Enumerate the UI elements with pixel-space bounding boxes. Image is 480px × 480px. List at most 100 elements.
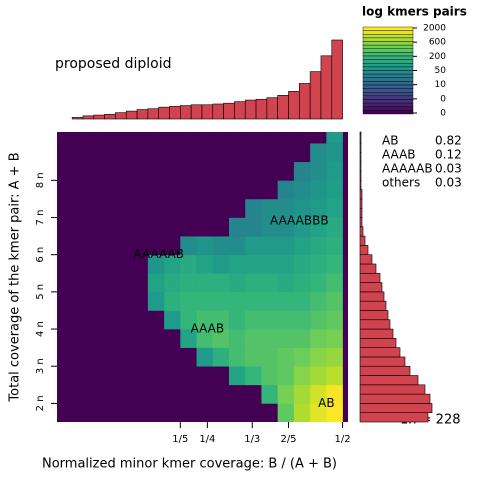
smudge-label: AAAABBB [270, 214, 329, 228]
heatmap-cell [147, 384, 165, 404]
heatmap-cell [310, 347, 327, 367]
heatmap-cell [229, 236, 246, 255]
legend-value: 0.03 [435, 162, 462, 176]
heatmap-cell [229, 329, 246, 348]
right-hist-bar [359, 291, 385, 302]
heatmap-cell [293, 180, 311, 200]
heatmap-cell [293, 254, 311, 274]
heatmap-cell [245, 132, 262, 144]
heatmap-cell [180, 236, 197, 255]
heatmap-cell [164, 366, 181, 386]
heatmap-cell [229, 161, 246, 181]
heatmap-cell [229, 291, 246, 311]
heatmap-cell [293, 217, 311, 237]
heatmap-cell [261, 291, 278, 311]
heatmap-cell [277, 273, 295, 293]
heatmap-cell [164, 329, 181, 348]
right-hist-bar [359, 338, 397, 348]
top-hist-bar [299, 83, 311, 120]
heatmap-cell [180, 217, 197, 237]
right-hist-bar [359, 347, 401, 358]
heatmap-cell [310, 254, 327, 274]
top-hist-bar [125, 110, 138, 120]
colorbar-stripe [362, 37, 414, 42]
heatmap-cell [164, 347, 181, 367]
y-tick-label: 4 n [35, 321, 46, 337]
heatmap-cell [147, 143, 165, 163]
colorbar-label: 50 [435, 66, 447, 76]
heatmap-cell [277, 347, 295, 367]
heatmap-cell [212, 310, 230, 330]
y-tick-label: 2 n [35, 395, 46, 411]
heatmap-cell [245, 329, 262, 348]
right-hist-bar [359, 207, 363, 218]
heatmap-cell [147, 291, 165, 311]
heatmap-cell [261, 254, 278, 274]
heatmap-cell [261, 217, 278, 237]
y-tick-label: 3 n [35, 358, 46, 374]
heatmap-cell [277, 291, 295, 311]
heatmap-cell [212, 403, 230, 422]
heatmap-cell [180, 143, 197, 163]
heatmap-cell [245, 198, 262, 218]
heatmap-cell [164, 310, 181, 330]
right-hist-bar [359, 170, 362, 181]
heatmap-cell [229, 132, 246, 144]
heatmap-cell [277, 310, 295, 330]
heatmap-cell [164, 180, 181, 200]
heatmap-cell [261, 403, 278, 422]
legend-name: AB [382, 134, 398, 148]
right-hist-bar [359, 161, 362, 172]
heatmap-cell [293, 132, 311, 144]
heatmap-cell [196, 273, 214, 293]
heatmap-cell [261, 161, 278, 181]
right-hist-bar [359, 245, 369, 255]
heatmap-cell [212, 132, 230, 144]
right-hist-bar [359, 403, 433, 414]
colorbar-title: log kmers pairs [362, 5, 467, 19]
y-axis-title: Total coverage of the kmer pair: A + B [8, 152, 23, 402]
x-tick-label: 1/2 [335, 434, 351, 445]
right-hist-bar [359, 328, 394, 339]
right-hist-bar [359, 152, 362, 163]
heatmap-cell [293, 198, 311, 218]
heatmap-cell [180, 384, 197, 404]
heatmap-cell [261, 366, 278, 386]
heatmap-cell [310, 236, 327, 255]
heatmap-cell [261, 198, 278, 218]
right-hist-bar [359, 384, 426, 395]
heatmap-cell [164, 143, 181, 163]
heatmap-cell [147, 132, 165, 144]
right-hist-bar [359, 142, 362, 153]
heatmap-cell [245, 291, 262, 311]
heatmap-cell [212, 217, 230, 237]
colorbar-label: 200 [429, 52, 446, 62]
top-hist-bar [190, 104, 203, 120]
heatmap-cell [180, 161, 197, 181]
top-hist-bar [223, 102, 235, 120]
heatmap-cell [261, 143, 278, 163]
heatmap-cell [310, 217, 327, 237]
heatmap-cell [196, 180, 214, 200]
heatmap-cell [212, 347, 230, 367]
heatmap-cell [293, 273, 311, 293]
right-hist-bar [359, 131, 362, 135]
heatmap-cell [212, 236, 230, 255]
heatmap-cell [212, 291, 230, 311]
heatmap-cell [147, 180, 165, 200]
heatmap-cell [212, 273, 230, 293]
heatmap-cells [147, 132, 343, 422]
right-hist-bar [359, 180, 362, 190]
heatmap-cell [180, 132, 197, 144]
right-hist-bar [359, 375, 419, 386]
right-hist-bar [359, 393, 431, 404]
heatmap-cell [164, 161, 181, 181]
heatmap-cell [229, 254, 246, 274]
heatmap-cell [147, 161, 165, 181]
right-hist-bar [359, 254, 373, 265]
smudge-label: AAAAAB [133, 247, 184, 261]
colorbar-stripe [362, 110, 414, 115]
heatmap-cell [310, 329, 327, 348]
heatmap-cell [147, 273, 165, 293]
top-hist-bar [288, 91, 300, 120]
